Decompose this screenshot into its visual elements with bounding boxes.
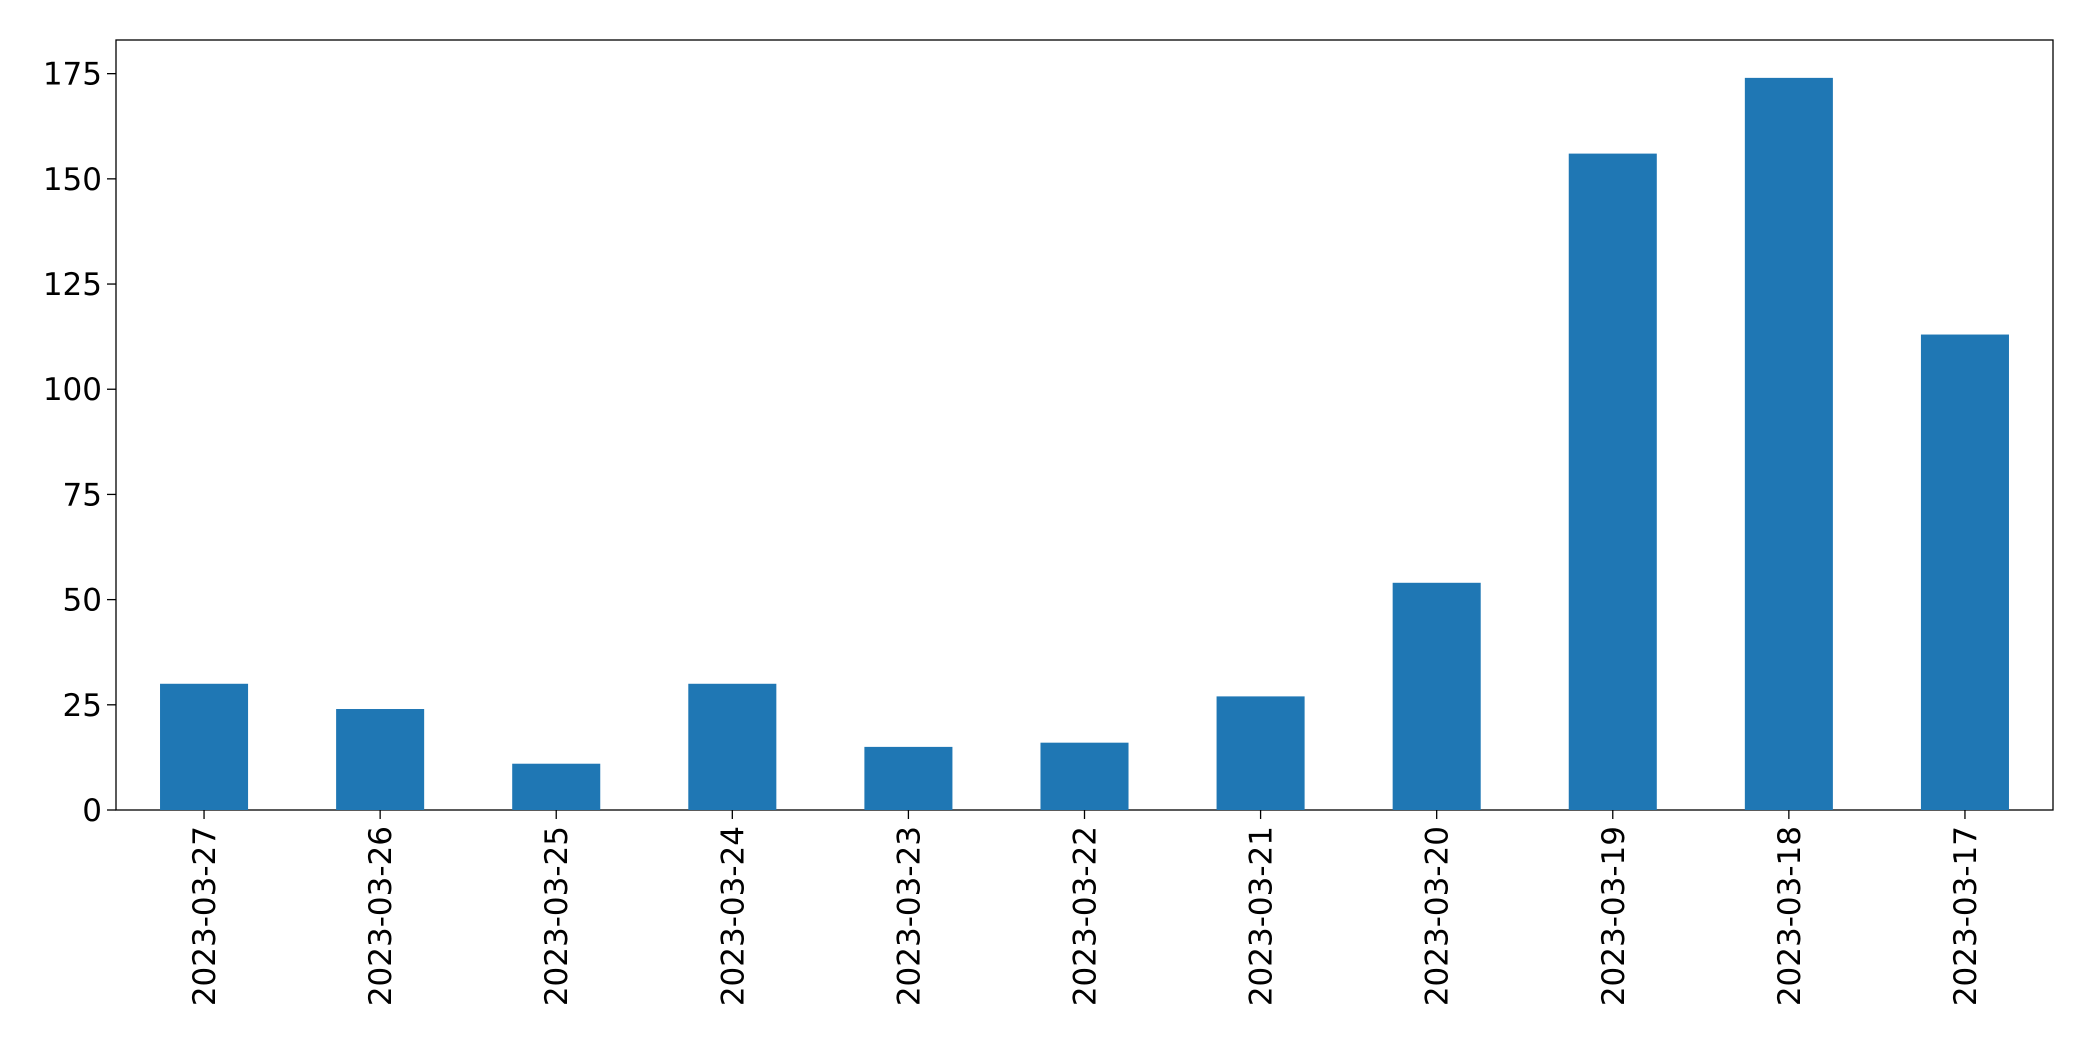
x-tick-label: 2023-03-26	[363, 826, 399, 1006]
x-tick-label: 2023-03-25	[539, 826, 575, 1006]
bar	[160, 683, 249, 810]
x-tick-label: 2023-03-21	[1244, 826, 1280, 1006]
bar	[512, 763, 601, 810]
x-tick-label: 2023-03-22	[1068, 826, 1104, 1006]
x-tick-label: 2023-03-27	[187, 826, 223, 1006]
bar	[864, 746, 953, 810]
y-tick-label: 125	[43, 267, 102, 303]
y-tick-label: 25	[63, 688, 102, 724]
y-tick-label: 150	[43, 162, 102, 198]
bar	[336, 709, 425, 810]
bar	[1744, 77, 1833, 811]
bar	[1216, 696, 1305, 810]
y-tick-label: 75	[63, 477, 102, 513]
y-tick-label: 50	[63, 583, 102, 619]
bar	[1568, 153, 1657, 810]
y-tick-label: 175	[43, 57, 102, 93]
x-tick-label: 2023-03-20	[1420, 826, 1456, 1006]
x-tick-label: 2023-03-18	[1772, 826, 1808, 1006]
bar	[1920, 334, 2009, 810]
x-tick-label: 2023-03-23	[891, 826, 927, 1006]
y-tick-label: 100	[43, 372, 102, 408]
x-tick-label: 2023-03-19	[1596, 826, 1632, 1006]
x-tick-label: 2023-03-17	[1948, 826, 1984, 1006]
bar	[1392, 582, 1481, 810]
x-tick-label: 2023-03-24	[715, 826, 751, 1006]
bar	[1040, 742, 1129, 810]
bar	[688, 683, 777, 810]
y-tick-label: 0	[82, 793, 102, 829]
